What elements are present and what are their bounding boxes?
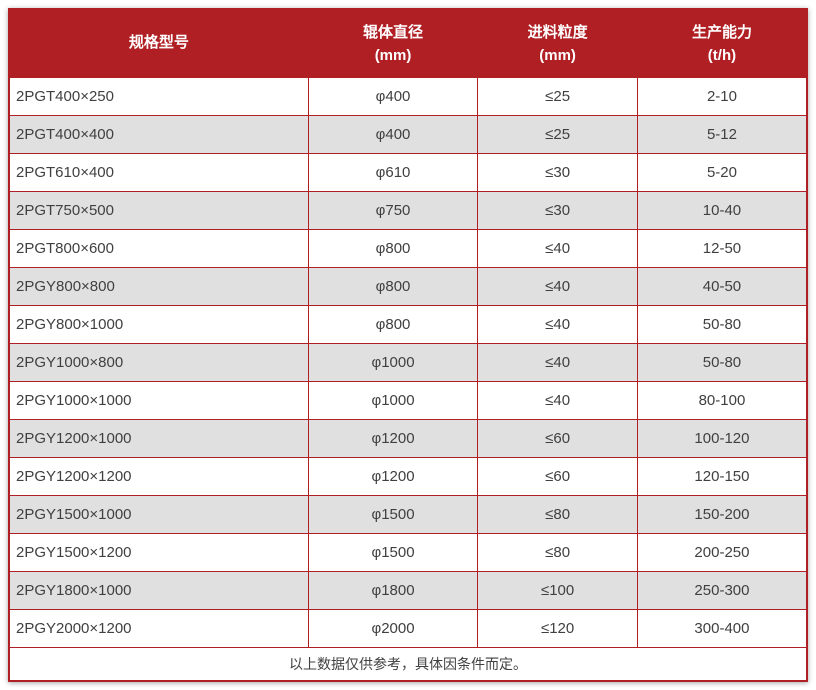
cell-roller-diameter: φ1500 [307, 494, 479, 534]
footnote-row: 以上数据仅供参考，具体因条件而定。 [8, 646, 808, 682]
cell-capacity: 5-20 [636, 152, 808, 192]
cell-roller-diameter: φ1000 [307, 342, 479, 382]
cell-feed-size: ≤40 [477, 380, 638, 420]
cell-roller-diameter: φ1000 [307, 380, 479, 420]
table-row: 2PGY1200×1000 φ1200 ≤60 100-120 [8, 418, 808, 458]
table-row: 2PGY1800×1000 φ1800 ≤100 250-300 [8, 570, 808, 610]
table-row: 2PGT400×250 φ400 ≤25 2-10 [8, 76, 808, 116]
cell-feed-size: ≤40 [477, 304, 638, 344]
spec-table: 规格型号 辊体直径 (mm) 进料粒度 (mm) 生产能力 (t/h) [8, 8, 808, 682]
table-foot: 以上数据仅供参考，具体因条件而定。 [8, 646, 808, 682]
header-unit: (mm) [374, 46, 412, 64]
cell-roller-diameter: φ1500 [307, 532, 479, 572]
table-row: 2PGY1000×1000 φ1000 ≤40 80-100 [8, 380, 808, 420]
cell-capacity: 12-50 [636, 228, 808, 268]
cell-model: 2PGY1000×1000 [8, 380, 309, 420]
cell-capacity: 10-40 [636, 190, 808, 230]
cell-feed-size: ≤25 [477, 114, 638, 154]
cell-roller-diameter: φ750 [307, 190, 479, 230]
cell-capacity: 50-80 [636, 304, 808, 344]
cell-model: 2PGY800×1000 [8, 304, 309, 344]
cell-feed-size: ≤60 [477, 418, 638, 458]
cell-model: 2PGT750×500 [8, 190, 309, 230]
cell-feed-size: ≤25 [477, 76, 638, 116]
table-row: 2PGT750×500 φ750 ≤30 10-40 [8, 190, 808, 230]
cell-model: 2PGT800×600 [8, 228, 309, 268]
cell-roller-diameter: φ400 [307, 114, 479, 154]
table-row: 2PGY800×800 φ800 ≤40 40-50 [8, 266, 808, 306]
header-title: 规格型号 [128, 34, 189, 52]
cell-feed-size: ≤40 [477, 228, 638, 268]
header-col-model: 规格型号 [8, 8, 309, 78]
cell-roller-diameter: φ400 [307, 76, 479, 116]
table-row: 2PGT400×400 φ400 ≤25 5-12 [8, 114, 808, 154]
cell-capacity: 50-80 [636, 342, 808, 382]
table-row: 2PGY2000×1200 φ2000 ≤120 300-400 [8, 608, 808, 648]
table-row: 2PGY1500×1200 φ1500 ≤80 200-250 [8, 532, 808, 572]
cell-feed-size: ≤30 [477, 152, 638, 192]
cell-capacity: 5-12 [636, 114, 808, 154]
table-row: 2PGY1500×1000 φ1500 ≤80 150-200 [8, 494, 808, 534]
cell-roller-diameter: φ1800 [307, 570, 479, 610]
cell-capacity: 100-120 [636, 418, 808, 458]
header-title: 生产能力 [691, 23, 752, 41]
cell-capacity: 80-100 [636, 380, 808, 420]
header-unit: (mm) [539, 46, 576, 64]
cell-model: 2PGY1200×1200 [8, 456, 309, 496]
cell-roller-diameter: φ1200 [307, 418, 479, 458]
cell-capacity: 200-250 [636, 532, 808, 572]
cell-capacity: 120-150 [636, 456, 808, 496]
cell-roller-diameter: φ800 [307, 266, 479, 306]
cell-model: 2PGT400×400 [8, 114, 309, 154]
cell-feed-size: ≤80 [477, 532, 638, 572]
header-col-capacity: 生产能力 (t/h) [636, 8, 808, 78]
cell-capacity: 2-10 [636, 76, 808, 116]
table-row: 2PGY1000×800 φ1000 ≤40 50-80 [8, 342, 808, 382]
cell-model: 2PGY800×800 [8, 266, 309, 306]
cell-capacity: 150-200 [636, 494, 808, 534]
cell-model: 2PGT400×250 [8, 76, 309, 116]
cell-roller-diameter: φ1200 [307, 456, 479, 496]
table-row: 2PGY800×1000 φ800 ≤40 50-80 [8, 304, 808, 344]
header-row: 规格型号 辊体直径 (mm) 进料粒度 (mm) 生产能力 (t/h) [8, 8, 808, 78]
table-header: 规格型号 辊体直径 (mm) 进料粒度 (mm) 生产能力 (t/h) [8, 8, 808, 78]
cell-feed-size: ≤30 [477, 190, 638, 230]
table-footnote: 以上数据仅供参考，具体因条件而定。 [8, 646, 808, 682]
cell-model: 2PGT610×400 [8, 152, 309, 192]
header-title: 进料粒度 [527, 23, 588, 41]
table-row: 2PGY1200×1200 φ1200 ≤60 120-150 [8, 456, 808, 496]
table-row: 2PGT610×400 φ610 ≤30 5-20 [8, 152, 808, 192]
cell-feed-size: ≤100 [477, 570, 638, 610]
header-col-roller-diameter: 辊体直径 (mm) [307, 8, 479, 78]
cell-model: 2PGY1500×1000 [8, 494, 309, 534]
header-title: 辊体直径 [363, 23, 424, 41]
cell-capacity: 250-300 [636, 570, 808, 610]
cell-roller-diameter: φ2000 [307, 608, 479, 648]
table-body: 2PGT400×250 φ400 ≤25 2-10 2PGT400×400 φ4… [8, 76, 808, 648]
cell-feed-size: ≤40 [477, 266, 638, 306]
cell-model: 2PGY1500×1200 [8, 532, 309, 572]
cell-capacity: 40-50 [636, 266, 808, 306]
spec-table-container: 规格型号 辊体直径 (mm) 进料粒度 (mm) 生产能力 (t/h) [8, 8, 808, 682]
cell-feed-size: ≤60 [477, 456, 638, 496]
cell-feed-size: ≤120 [477, 608, 638, 648]
cell-feed-size: ≤40 [477, 342, 638, 382]
cell-roller-diameter: φ610 [307, 152, 479, 192]
cell-feed-size: ≤80 [477, 494, 638, 534]
cell-capacity: 300-400 [636, 608, 808, 648]
table-row: 2PGT800×600 φ800 ≤40 12-50 [8, 228, 808, 268]
header-unit: (t/h) [707, 46, 737, 64]
header-col-feed-size: 进料粒度 (mm) [477, 8, 638, 78]
cell-roller-diameter: φ800 [307, 304, 479, 344]
cell-model: 2PGY1000×800 [8, 342, 309, 382]
cell-model: 2PGY1800×1000 [8, 570, 309, 610]
cell-model: 2PGY2000×1200 [8, 608, 309, 648]
cell-model: 2PGY1200×1000 [8, 418, 309, 458]
cell-roller-diameter: φ800 [307, 228, 479, 268]
